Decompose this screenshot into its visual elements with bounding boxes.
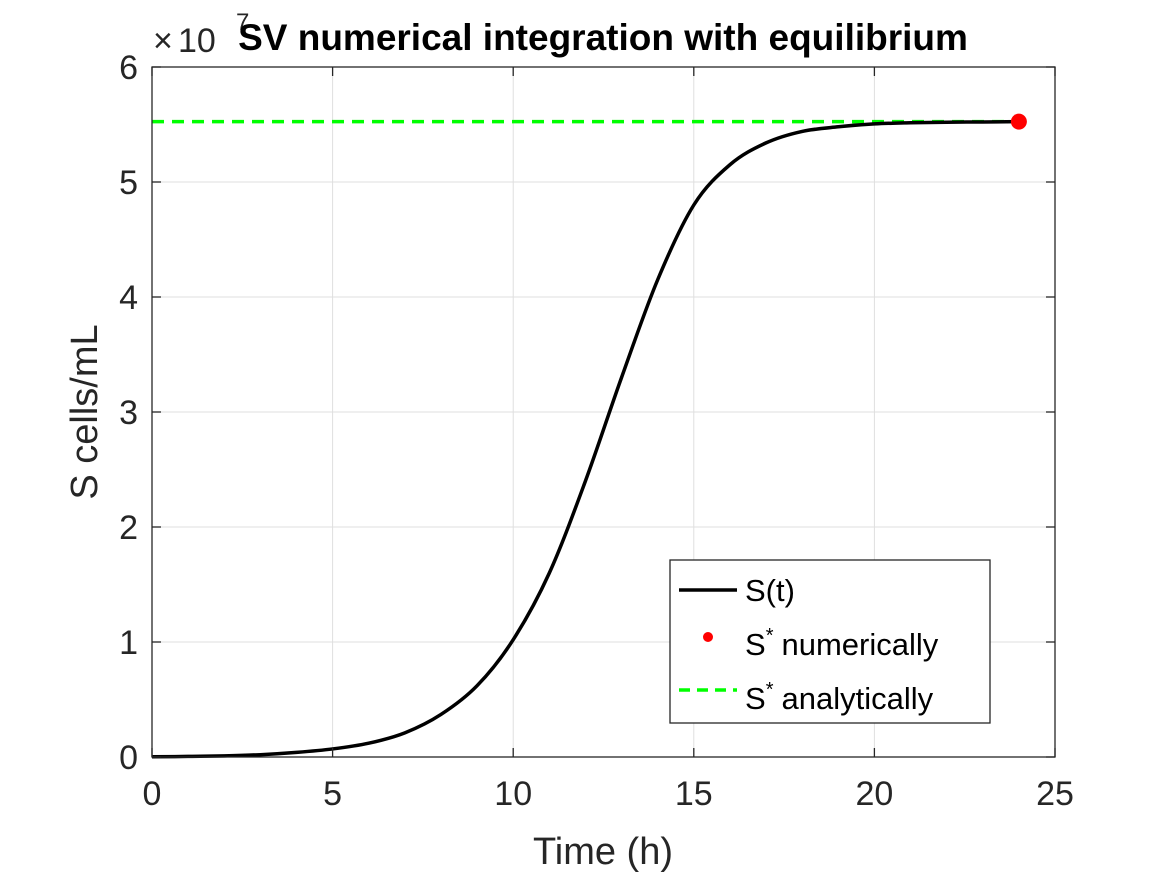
y-tick-label: 3 bbox=[119, 394, 138, 432]
series-layer bbox=[151, 113, 1027, 759]
tick-labels: 0 5 10 15 20 25 0 1 2 3 4 5 6 bbox=[119, 49, 1074, 813]
chart-title: SV numerical integration with equilibriu… bbox=[238, 17, 968, 58]
series-point-numerical-equilibrium bbox=[1010, 113, 1027, 130]
x-tick-label: 20 bbox=[855, 775, 893, 813]
legend-label-analytically-s: S bbox=[745, 681, 766, 716]
y-exponent-power: 7 bbox=[236, 9, 249, 36]
x-tick-label: 15 bbox=[675, 775, 713, 813]
y-exponent-times: × bbox=[153, 22, 173, 60]
legend-label-numerically: S* numerically bbox=[745, 625, 939, 662]
legend: S(t) S* numerically S* analytically bbox=[669, 559, 991, 724]
x-tick-label: 10 bbox=[494, 775, 532, 813]
y-tick-label: 1 bbox=[119, 624, 138, 662]
legend-swatch-point bbox=[703, 632, 713, 642]
y-tick-label: 6 bbox=[119, 49, 138, 87]
legend-label-numerically-s: S bbox=[745, 627, 766, 662]
y-tick-label: 4 bbox=[119, 279, 138, 317]
y-axis-label: S cells/mL bbox=[64, 324, 106, 499]
x-axis-label: Time (h) bbox=[533, 831, 673, 873]
tick-marks bbox=[151, 66, 1056, 758]
y-tick-label: 5 bbox=[119, 164, 138, 202]
y-tick-label: 2 bbox=[119, 509, 138, 547]
legend-label-numerically-star: * bbox=[766, 625, 774, 647]
x-tick-label: 5 bbox=[323, 775, 342, 813]
legend-label-s-t: S(t) bbox=[745, 573, 795, 608]
x-tick-label: 25 bbox=[1036, 775, 1074, 813]
series-line-s-t bbox=[151, 119, 1019, 759]
y-tick-label: 0 bbox=[119, 739, 138, 777]
legend-label-analytically-text: analytically bbox=[781, 681, 933, 716]
x-tick-label: 0 bbox=[143, 775, 162, 813]
legend-label-analytically-star: * bbox=[766, 679, 774, 701]
legend-label-analytically: S* analytically bbox=[745, 679, 934, 716]
legend-box bbox=[669, 559, 991, 724]
y-exponent-base: 10 bbox=[178, 22, 216, 60]
legend-label-numerically-text: numerically bbox=[781, 627, 938, 662]
